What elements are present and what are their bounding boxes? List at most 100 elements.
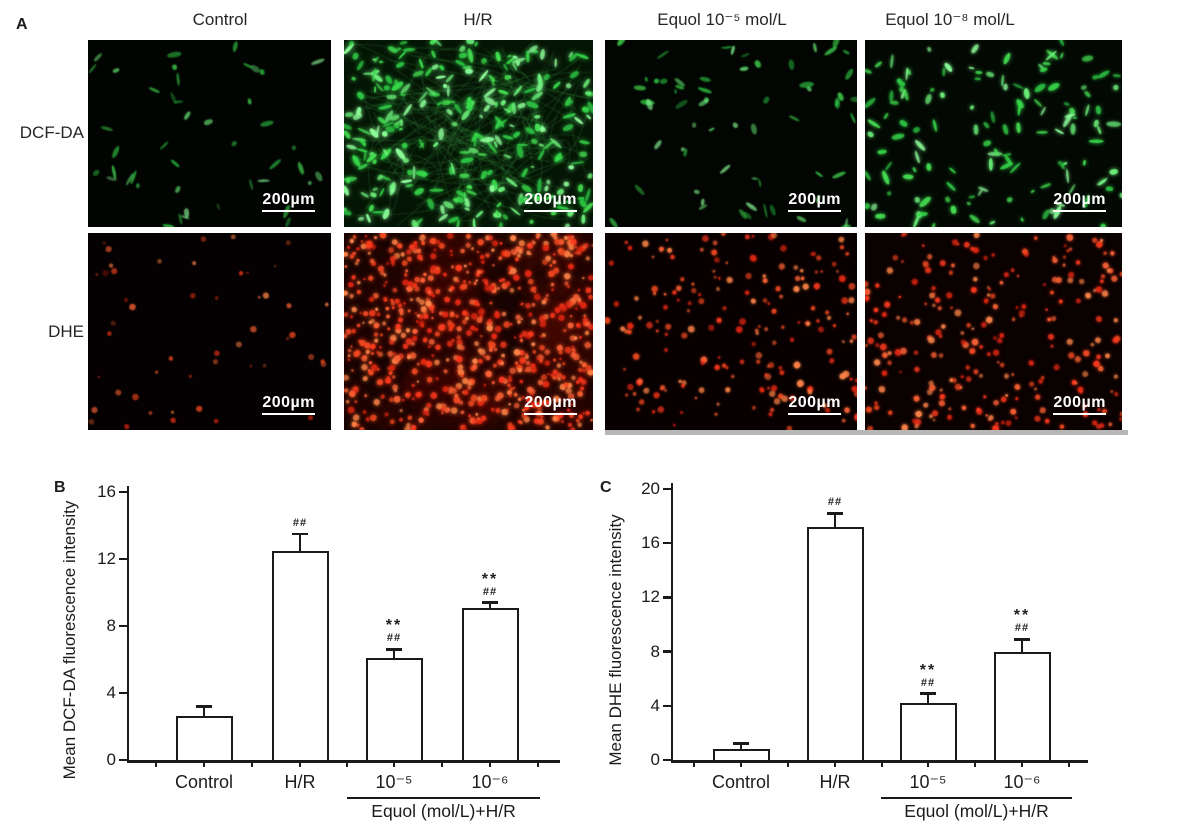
micrograph-canvas [865, 233, 1122, 430]
y-tick [663, 650, 671, 653]
x-tick [740, 760, 742, 767]
error-bar-cap [920, 692, 936, 695]
hash-marker: ## [482, 585, 498, 598]
error-bar-cap [482, 601, 498, 604]
scale-bar: 200µm [262, 394, 315, 415]
x-category-label: 10⁻⁶ [1003, 772, 1041, 792]
x-tick [537, 760, 539, 767]
y-tick [119, 624, 127, 628]
error-bar-cap [733, 742, 749, 745]
scale-bar: 200µm [1053, 394, 1106, 415]
bar-10⁻⁶ [993, 651, 1051, 762]
error-bar-line [202, 706, 206, 717]
panel-b-label: B [54, 479, 66, 496]
column-title-equol-8: Equol 10⁻⁸ mol/L [885, 10, 1015, 29]
error-bar-line [488, 602, 492, 608]
x-category-label: 10⁻⁵ [375, 772, 413, 792]
x-tick [880, 760, 883, 767]
micrograph-canvas [344, 233, 593, 430]
y-tick [119, 758, 127, 762]
scale-bar-line [1053, 209, 1106, 212]
y-tick-label: 16 [97, 482, 116, 501]
error-bar-line [926, 693, 930, 704]
error-bar-cap [1014, 638, 1030, 641]
y-tick-label: 0 [650, 750, 660, 769]
x-category-label: H/R [284, 772, 316, 792]
micrograph-canvas [88, 233, 331, 430]
y-tick [663, 704, 671, 708]
micrograph-dcfda-hr: 200µm [344, 40, 593, 227]
y-tick [663, 541, 671, 545]
micrograph-dhe-hr: 200µm [344, 233, 593, 430]
row-label-dcfda: DCF-DA [19, 123, 84, 142]
bar-chart-dhe: C Mean DHE fluorescence intensity 0 4 8 12 1… [598, 470, 1160, 831]
scale-bar-line [1053, 412, 1106, 415]
y-tick [119, 557, 127, 561]
scale-bar: 200µm [788, 394, 841, 415]
panel-a-label: A [16, 16, 28, 33]
group-axis-label: Equol (mol/L)+H/R [371, 801, 516, 821]
y-tick-label: 4 [106, 683, 116, 702]
y-tick-label: 16 [641, 533, 660, 553]
asterisk-marker: ** [481, 570, 499, 588]
y-tick-label: 12 [97, 549, 116, 568]
micrograph-dhe-control: 200µm [88, 233, 331, 430]
x-tick [693, 760, 695, 767]
significance-annotation: ** ## [349, 618, 439, 645]
scale-bar: 200µm [262, 191, 315, 212]
bar-10⁻⁶ [461, 607, 519, 762]
x-category-label: Control [174, 772, 234, 792]
x-tick [203, 760, 205, 767]
bar-10⁻⁵ [365, 657, 423, 762]
x-tick [441, 760, 443, 767]
significance-annotation: ## [790, 496, 880, 508]
error-bar-cap [292, 532, 308, 536]
micrograph-canvas [88, 40, 331, 227]
bar-H/R [271, 550, 329, 762]
y-tick [663, 596, 671, 599]
y-tick [663, 758, 671, 762]
error-bar-line [739, 743, 743, 750]
row-label-dhe: DHE [48, 322, 84, 341]
scale-bar-line [788, 209, 841, 212]
micrograph-dcfda-equol-5: 200µm [605, 40, 857, 227]
x-category-label: H/R [819, 772, 851, 792]
x-tick [489, 760, 491, 767]
hash-marker: ## [1014, 622, 1030, 635]
hash-marker: ## [386, 632, 402, 645]
significance-annotation: ** ## [445, 570, 535, 598]
scale-bar-line [262, 412, 315, 415]
bar-Control [175, 716, 233, 762]
shadow-strip [605, 430, 1128, 435]
x-tick [299, 760, 301, 767]
y-tick-label: 8 [106, 616, 116, 635]
x-tick [393, 760, 395, 767]
bar-H/R [806, 526, 864, 762]
error-bar-cap [386, 648, 402, 651]
x-tick [155, 760, 157, 767]
x-category-label: Control [711, 772, 771, 792]
scale-bar: 200µm [524, 191, 577, 212]
y-tick [119, 691, 127, 695]
micrograph-canvas [605, 40, 857, 227]
bar-Control [712, 749, 770, 762]
column-title-hr: H/R [463, 10, 493, 29]
scale-bar: 200µm [524, 394, 577, 415]
y-axis-line [126, 486, 130, 763]
scale-bar-line [524, 412, 577, 415]
x-tick [974, 760, 976, 767]
x-category-label: 10⁻⁶ [471, 772, 509, 792]
error-bar-line [833, 513, 837, 527]
y-tick [119, 490, 127, 494]
y-tick-label: 4 [650, 695, 660, 715]
error-bar-cap [196, 705, 212, 708]
hash-marker: ## [827, 496, 843, 509]
group-axis-label: Equol (mol/L)+H/R [904, 801, 1049, 821]
error-bar-line [298, 533, 302, 551]
asterisk-marker: ** [919, 661, 937, 679]
micrograph-canvas [605, 233, 857, 430]
x-tick [787, 760, 789, 767]
scale-bar-line [524, 209, 577, 212]
